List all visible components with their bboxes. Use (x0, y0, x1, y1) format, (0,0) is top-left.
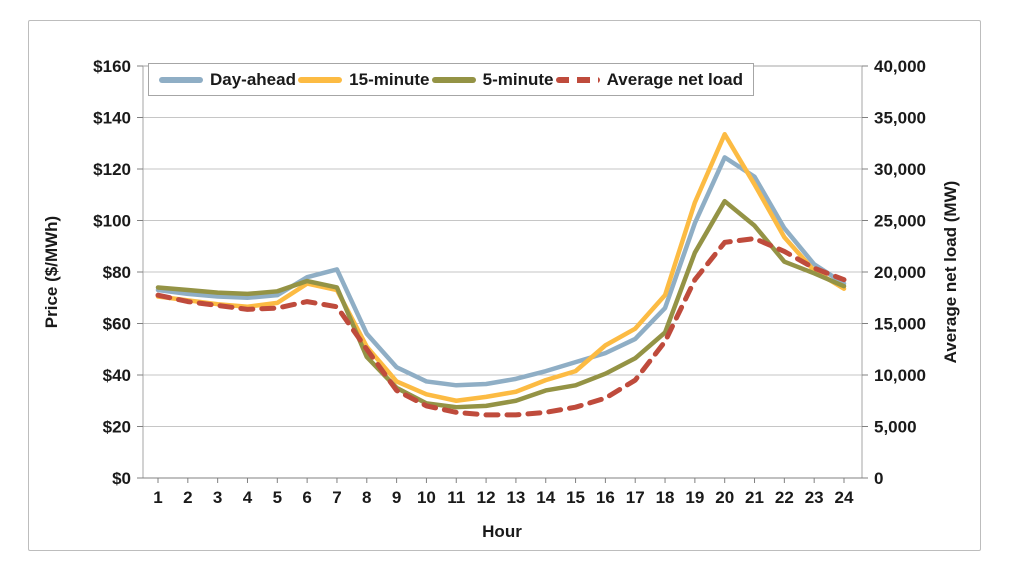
svg-text:35,000: 35,000 (874, 109, 926, 128)
svg-text:$40: $40 (103, 366, 131, 385)
average-net-load-line-swatch (555, 76, 600, 83)
five-minute-line-swatch (431, 76, 476, 83)
svg-text:25,000: 25,000 (874, 212, 926, 231)
left-axis-tick-labels: $0 $20 $40 $60 $80 $100 $120 $140 $160 (93, 57, 131, 488)
chart-legend: Day-ahead 15-minute 5-minute Average net… (148, 63, 754, 96)
series-average-net-load (155, 236, 847, 418)
svg-text:10: 10 (417, 488, 436, 507)
svg-text:$80: $80 (103, 263, 131, 282)
series-day-ahead (155, 155, 847, 388)
svg-text:5: 5 (273, 488, 282, 507)
svg-text:2: 2 (183, 488, 192, 507)
svg-text:21: 21 (745, 488, 764, 507)
series-15-minute (155, 131, 847, 403)
axis-ticks (137, 65, 868, 483)
svg-text:24: 24 (835, 488, 854, 507)
legend-item-average-net-load: Average net load (555, 69, 743, 90)
svg-text:$140: $140 (93, 109, 131, 128)
legend-label: Day-ahead (210, 69, 296, 89)
legend-label: 5-minute (482, 69, 554, 89)
svg-text:6: 6 (302, 488, 311, 507)
svg-text:16: 16 (596, 488, 615, 507)
svg-text:19: 19 (685, 488, 704, 507)
figure-border (28, 20, 981, 551)
svg-text:$160: $160 (93, 57, 131, 76)
svg-text:9: 9 (392, 488, 401, 507)
svg-text:23: 23 (805, 488, 824, 507)
day-ahead-line-swatch (159, 76, 203, 83)
right-axis-tick-labels: 0 5,000 10,000 15,000 20,000 25,000 30,000 35,0… (874, 57, 926, 488)
svg-text:15,000: 15,000 (874, 315, 926, 334)
svg-text:20: 20 (715, 488, 734, 507)
svg-text:15: 15 (566, 488, 585, 507)
right-axis-title: Average net load (MW) (941, 181, 960, 364)
x-axis-tick-labels: 1 2 3 4 5 6 7 8 9 10 11 12 13 14 15 16 17 18 19 20 21 22 23 24 (153, 488, 854, 507)
svg-text:40,000: 40,000 (874, 57, 926, 76)
fifteen-minute-line-swatch (298, 76, 343, 83)
svg-text:0: 0 (874, 469, 883, 488)
svg-text:17: 17 (626, 488, 645, 507)
legend-label: 15-minute (349, 69, 430, 89)
svg-text:$60: $60 (103, 315, 131, 334)
svg-text:7: 7 (332, 488, 341, 507)
svg-text:8: 8 (362, 488, 371, 507)
svg-text:10,000: 10,000 (874, 366, 926, 385)
svg-text:20,000: 20,000 (874, 263, 926, 282)
legend-label: Average net load (606, 69, 743, 89)
svg-text:$0: $0 (112, 469, 131, 488)
svg-text:1: 1 (153, 488, 162, 507)
series-5-minute (155, 198, 847, 410)
legend-item-5-minute: 5-minute (431, 69, 554, 90)
legend-item-day-ahead: Day-ahead (159, 70, 296, 90)
svg-text:12: 12 (477, 488, 496, 507)
svg-text:30,000: 30,000 (874, 160, 926, 179)
x-axis-title: Hour (482, 522, 522, 541)
svg-text:$120: $120 (93, 160, 131, 179)
svg-text:18: 18 (656, 488, 675, 507)
svg-text:5,000: 5,000 (874, 418, 917, 437)
svg-text:$20: $20 (103, 418, 131, 437)
svg-text:13: 13 (506, 488, 525, 507)
left-axis-title: Price ($/MWh) (42, 216, 61, 328)
gridlines (143, 65, 862, 479)
legend-item-15-minute: 15-minute (298, 70, 429, 90)
svg-text:$100: $100 (93, 212, 131, 231)
svg-text:3: 3 (213, 488, 222, 507)
svg-text:11: 11 (447, 488, 465, 507)
svg-text:22: 22 (775, 488, 794, 507)
svg-text:4: 4 (243, 488, 253, 507)
svg-text:14: 14 (536, 488, 555, 507)
